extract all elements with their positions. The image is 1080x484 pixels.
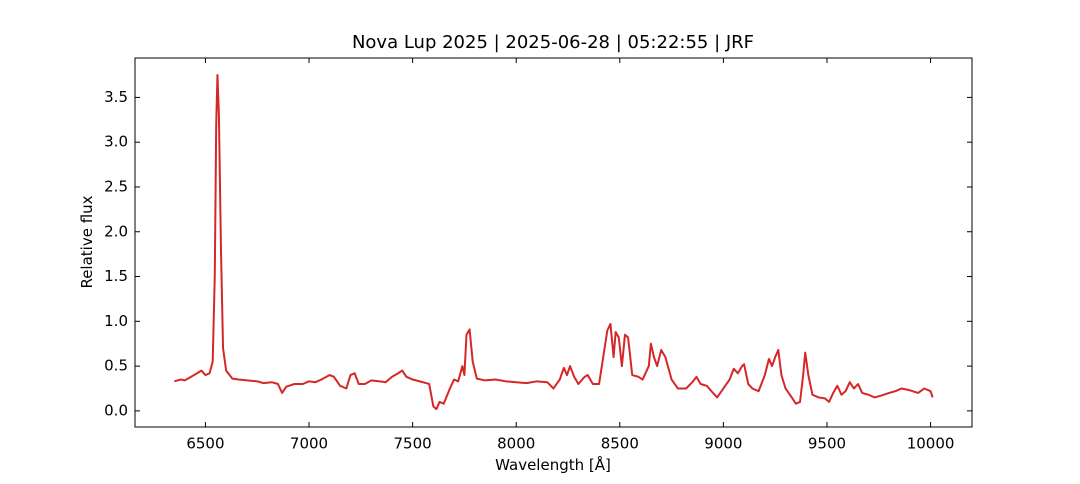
y-tick-label: 3.0 xyxy=(104,133,128,151)
y-tick-label: 1.0 xyxy=(104,312,128,330)
y-tick-label: 2.0 xyxy=(104,222,128,240)
y-tick-label: 0.0 xyxy=(104,401,128,419)
x-tick-label: 9500 xyxy=(808,435,846,453)
y-axis-label: Relative flux xyxy=(78,195,96,288)
x-tick-label: 7500 xyxy=(394,435,432,453)
y-tick-label: 2.5 xyxy=(104,177,128,195)
chart-title: Nova Lup 2025 | 2025-06-28 | 05:22:55 | … xyxy=(352,32,754,53)
x-tick-label: 8000 xyxy=(497,435,535,453)
y-tick-label: 3.5 xyxy=(104,88,128,106)
x-axis-label: Wavelength [Å] xyxy=(495,455,611,474)
spectrum-line xyxy=(174,74,934,411)
x-tick-label: 7000 xyxy=(290,435,328,453)
x-tick-label: 9000 xyxy=(704,435,742,453)
x-tick-label: 6500 xyxy=(186,435,224,453)
y-tick-label: 0.5 xyxy=(104,357,128,375)
y-tick-label: 1.5 xyxy=(104,267,128,285)
x-tick-label: 8500 xyxy=(601,435,639,453)
plot-frame xyxy=(134,57,973,428)
x-tick-label: 10000 xyxy=(907,435,955,453)
